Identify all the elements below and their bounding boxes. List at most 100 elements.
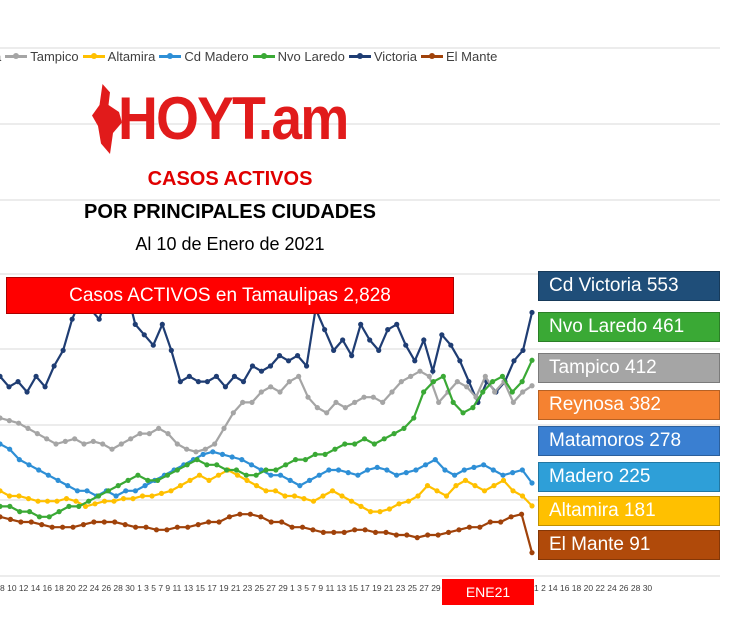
data-point bbox=[312, 451, 318, 457]
data-point bbox=[229, 454, 235, 460]
data-point bbox=[292, 457, 299, 463]
data-point bbox=[84, 488, 90, 494]
data-point bbox=[510, 399, 516, 405]
data-point bbox=[282, 493, 288, 499]
legend-item: El Mante bbox=[421, 49, 497, 64]
data-point bbox=[101, 498, 108, 504]
data-point bbox=[66, 503, 72, 509]
data-point bbox=[322, 327, 328, 333]
data-point bbox=[481, 488, 488, 494]
data-point bbox=[73, 498, 79, 504]
data-point bbox=[186, 373, 192, 379]
data-point bbox=[508, 514, 514, 520]
data-point bbox=[520, 347, 526, 353]
data-point bbox=[17, 509, 23, 515]
data-point bbox=[221, 425, 227, 431]
data-point bbox=[184, 446, 190, 452]
data-point bbox=[294, 353, 301, 359]
legend-item: Altamira bbox=[82, 49, 155, 64]
data-point bbox=[54, 498, 60, 504]
data-point bbox=[340, 337, 346, 343]
data-point bbox=[404, 532, 410, 538]
data-point bbox=[435, 532, 441, 538]
data-point bbox=[51, 363, 57, 369]
data-point bbox=[361, 394, 367, 400]
data-point bbox=[155, 477, 161, 483]
data-point bbox=[370, 394, 376, 400]
data-point bbox=[362, 527, 368, 533]
logo-letter: T bbox=[232, 85, 260, 152]
data-point bbox=[520, 389, 526, 395]
data-point bbox=[434, 488, 440, 494]
data-point bbox=[132, 488, 139, 494]
data-point bbox=[481, 462, 487, 468]
data-point bbox=[204, 462, 210, 468]
data-point bbox=[529, 357, 535, 363]
data-point bbox=[489, 379, 496, 385]
data-point bbox=[342, 441, 348, 447]
legend-label: a bbox=[0, 49, 1, 64]
data-point bbox=[145, 477, 151, 483]
data-point bbox=[473, 394, 479, 400]
data-point bbox=[403, 470, 409, 476]
data-point bbox=[56, 509, 62, 515]
data-point bbox=[426, 373, 432, 379]
data-point bbox=[349, 353, 355, 359]
legend-label: Cd Madero bbox=[184, 49, 249, 64]
data-point bbox=[405, 498, 412, 504]
data-point bbox=[174, 441, 180, 447]
data-point bbox=[498, 519, 504, 525]
data-point bbox=[384, 467, 390, 473]
data-point bbox=[450, 399, 456, 405]
data-point bbox=[456, 527, 462, 533]
data-point bbox=[65, 483, 71, 489]
data-point bbox=[510, 488, 516, 494]
data-point bbox=[247, 511, 253, 517]
data-point bbox=[15, 379, 21, 385]
data-point bbox=[194, 457, 200, 463]
data-point bbox=[320, 529, 326, 536]
data-point bbox=[18, 519, 24, 525]
data-point bbox=[187, 477, 193, 483]
data-point bbox=[272, 488, 279, 494]
data-point bbox=[91, 519, 97, 525]
data-point bbox=[374, 464, 380, 470]
data-point bbox=[286, 379, 292, 385]
data-point bbox=[341, 529, 347, 536]
x-axis-ticks-right: 1 2 14 16 18 20 22 24 26 28 30 bbox=[534, 583, 652, 593]
data-point bbox=[358, 321, 364, 327]
legend-label: Tampico bbox=[30, 49, 79, 64]
data-point bbox=[164, 527, 170, 533]
data-point bbox=[500, 477, 507, 483]
data-point bbox=[518, 511, 525, 517]
data-point bbox=[0, 503, 3, 509]
data-point bbox=[421, 337, 427, 343]
data-point bbox=[490, 467, 496, 473]
data-point bbox=[128, 436, 134, 442]
series-line bbox=[0, 512, 534, 553]
data-point bbox=[329, 488, 336, 494]
data-point bbox=[291, 493, 298, 499]
data-point bbox=[243, 472, 249, 478]
data-point bbox=[510, 470, 516, 476]
data-point bbox=[90, 438, 96, 444]
legend-swatch bbox=[159, 53, 182, 59]
data-point bbox=[320, 493, 326, 499]
data-point bbox=[49, 524, 55, 530]
data-point bbox=[120, 496, 127, 502]
data-point bbox=[385, 327, 391, 333]
data-point bbox=[464, 384, 470, 390]
data-point bbox=[59, 524, 66, 530]
legend-item: a bbox=[0, 49, 1, 64]
city-box: Cd Victoria 553 bbox=[538, 271, 720, 301]
data-point bbox=[430, 379, 437, 385]
data-point bbox=[244, 477, 250, 483]
data-point bbox=[216, 519, 222, 525]
data-point bbox=[213, 373, 220, 379]
data-point bbox=[123, 488, 129, 494]
data-point bbox=[403, 342, 409, 348]
data-point bbox=[234, 472, 241, 478]
data-point bbox=[193, 449, 199, 455]
data-point bbox=[367, 337, 373, 343]
data-point bbox=[263, 467, 269, 473]
